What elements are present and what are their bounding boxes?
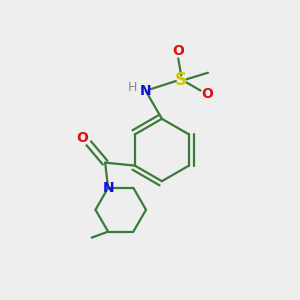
Text: N: N	[140, 84, 152, 98]
Text: S: S	[175, 71, 187, 89]
Text: N: N	[102, 182, 114, 196]
Text: H: H	[128, 81, 137, 94]
Text: O: O	[201, 87, 213, 101]
Text: O: O	[76, 131, 88, 145]
Text: O: O	[172, 44, 184, 58]
